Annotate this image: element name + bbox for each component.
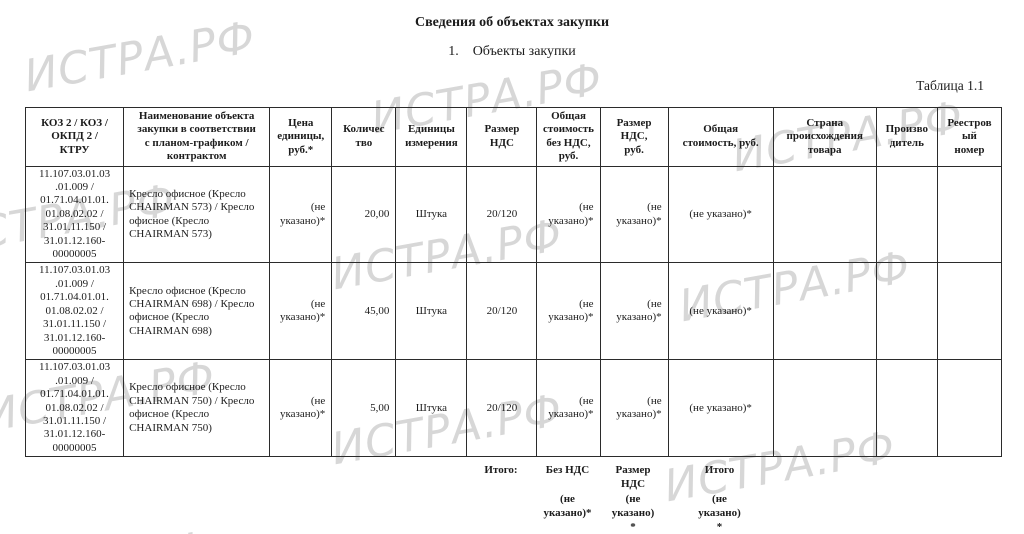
cell-vat-amount: (не указано)* <box>599 165 669 264</box>
cell-quantity: 5,00 <box>331 359 397 458</box>
cell-vat-rate: 20/120 <box>466 262 538 361</box>
col-header-manufacturer: Произво дитель <box>875 107 938 167</box>
col-header-unit-price: Цена единицы, руб.* <box>269 107 333 167</box>
cell-name: Кресло офисное (Кресло CHAIRMAN 573) / К… <box>123 165 271 264</box>
col-header-vat-rate: Размер НДС <box>466 107 538 167</box>
cell-vat-amount: (не указано)* <box>599 359 669 458</box>
col-header-code: КОЗ 2 / КОЗ / ОКПД 2 / КТРУ <box>24 107 125 167</box>
col-header-vat-amount: Размер НДС, руб. <box>599 107 669 167</box>
cell-unit: Штука <box>395 262 468 361</box>
cell-name: Кресло офисное (Кресло CHAIRMAN 750) / К… <box>123 359 271 458</box>
procurement-objects-table: КОЗ 2 / КОЗ / ОКПД 2 / КТРУ Наименование… <box>24 107 1003 458</box>
cell-unit-price: (не указано)* <box>269 165 333 264</box>
totals-without-vat: Без НДС (не указано)* <box>543 464 592 519</box>
table-header: КОЗ 2 / КОЗ / ОКПД 2 / КТРУ Наименование… <box>24 107 1003 167</box>
cell-vat-rate: 20/120 <box>466 359 538 458</box>
cell-registry-number <box>936 359 1003 458</box>
cell-manufacturer <box>875 359 938 458</box>
cell-unit: Штука <box>395 165 468 264</box>
cell-unit-price: (не указано)* <box>269 359 333 458</box>
cell-quantity: 20,00 <box>331 165 397 264</box>
cell-name: Кресло офисное (Кресло CHAIRMAN 698) / К… <box>123 262 271 361</box>
table-caption: Таблица 1.1 <box>916 78 984 93</box>
cell-code: 11.107.03.01.03 .01.009 / 01.71.04.01.01… <box>24 165 125 264</box>
cell-code: 11.107.03.01.03 .01.009 / 01.71.04.01.01… <box>24 262 125 361</box>
cell-country <box>772 359 877 458</box>
cell-vat-rate: 20/120 <box>466 165 538 264</box>
section-heading: 1. Объекты закупки <box>448 44 576 59</box>
cell-unit: Штука <box>395 359 468 458</box>
table-row: 11.107.03.01.03 .01.009 / 01.71.04.01.01… <box>24 262 1003 361</box>
cell-total: (не указано)* <box>667 262 774 361</box>
col-header-registry-number: Реестров ый номер <box>936 107 1003 167</box>
totals-spacer <box>25 463 466 534</box>
cell-total: (не указано)* <box>667 165 774 264</box>
cell-vat-amount: (не указано)* <box>599 262 669 361</box>
totals-label: Итого: <box>484 464 518 477</box>
cell-code: 11.107.03.01.03 .01.009 / 01.71.04.01.01… <box>24 359 125 458</box>
col-header-total-without-vat: Общая стоимость без НДС, руб. <box>536 107 601 167</box>
cell-unit-price: (не указано)* <box>269 262 333 361</box>
cell-country <box>772 262 877 361</box>
cell-manufacturer <box>875 165 938 264</box>
col-header-name: Наименование объекта закупки в соответст… <box>123 107 271 167</box>
col-header-country: Страна происхождения товара <box>772 107 877 167</box>
cell-total: (не указано)* <box>667 359 774 458</box>
page-title: Сведения об объектах закупки <box>414 15 610 30</box>
table-row: 11.107.03.01.03 .01.009 / 01.71.04.01.01… <box>24 165 1003 264</box>
cell-total-without-vat: (не указано)* <box>536 262 601 361</box>
totals-vat: Размер НДС (не указано) * <box>611 464 655 533</box>
cell-manufacturer <box>875 262 938 361</box>
table-row: 11.107.03.01.03 .01.009 / 01.71.04.01.01… <box>24 359 1003 458</box>
cell-total-without-vat: (не указано)* <box>536 359 601 458</box>
cell-registry-number <box>936 165 1003 264</box>
cell-registry-number <box>936 262 1003 361</box>
totals-total: Итого (не указано) * <box>698 464 741 533</box>
cell-country <box>772 165 877 264</box>
col-header-total: Общая стоимость, руб. <box>667 107 774 167</box>
cell-quantity: 45,00 <box>331 262 397 361</box>
col-header-unit: Единицы измерения <box>395 107 468 167</box>
cell-total-without-vat: (не указано)* <box>536 165 601 264</box>
col-header-quantity: Количес тво <box>331 107 397 167</box>
totals-row: Итого: Без НДС (не указано)* Размер НДС … <box>25 463 1024 534</box>
document-page: Сведения об объектах закупки 1. Объекты … <box>0 15 1024 534</box>
